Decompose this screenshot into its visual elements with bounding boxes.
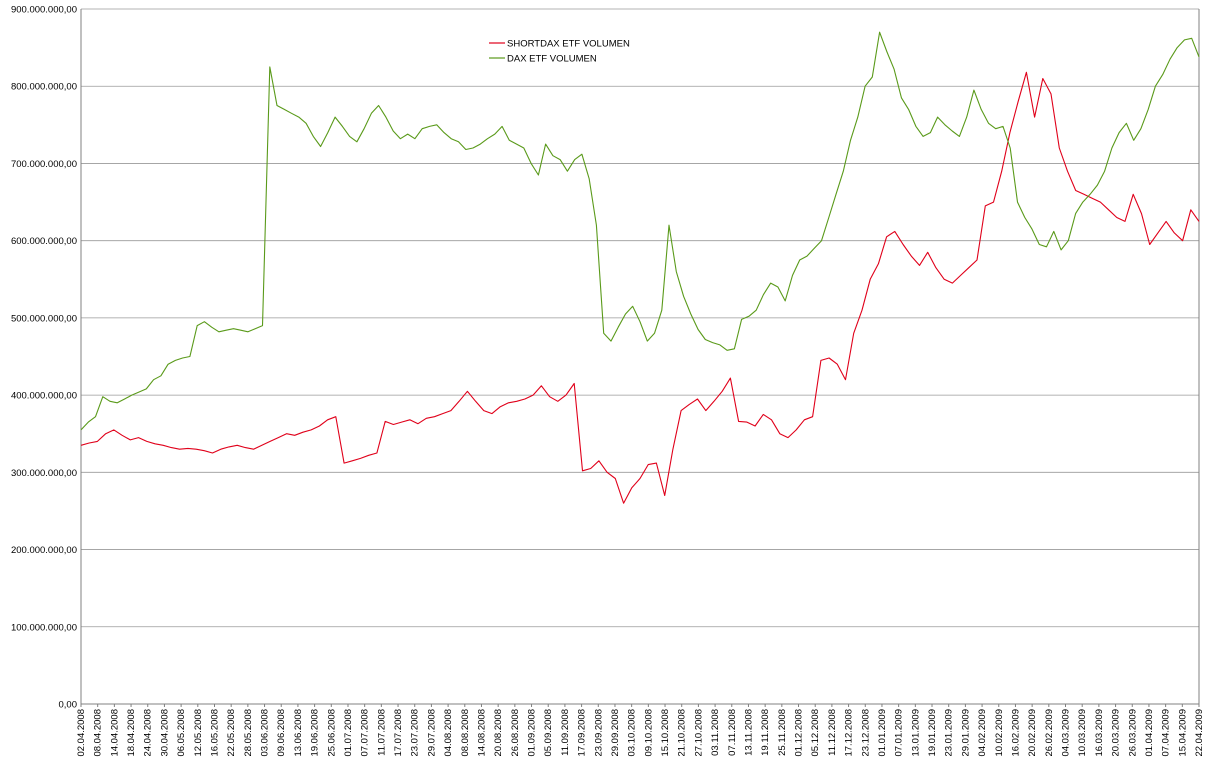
legend-label-shortdax: SHORTDAX ETF VOLUMEN: [507, 39, 630, 50]
x-tick-label-29: 11.09.2008: [560, 709, 571, 756]
x-tick-label-14: 19.06.2008: [310, 709, 321, 757]
x-axis-tick-labels: 02.04.2008 08.04.2008 14.04.2008 18.04.2008…: [76, 704, 1205, 757]
x-tick-label-13: 13.06.2008: [293, 709, 304, 757]
series-line-shortdax: [80, 71, 1200, 504]
x-tick-label-2: 14.04.2008: [109, 709, 120, 757]
y-axis-tick-labels: 0,00 100.000.000,00 200.000.000,00 300.000.…: [11, 5, 77, 711]
x-tick-label-61: 16.03.2009: [1094, 709, 1105, 757]
x-tick-label-55: 10.02.2009: [994, 709, 1005, 757]
x-tick-label-1: 08.04.2008: [93, 709, 104, 757]
x-tick-label-0: 02.04.2008: [76, 709, 87, 757]
series-line-dax: [80, 31, 1200, 431]
x-tick-label-8: 16.05.2008: [209, 709, 220, 757]
x-tick-label-21: 29.07.2008: [426, 709, 437, 757]
x-tick-label-18: 11.07.2008: [376, 709, 387, 756]
y-tick-label-5: 500.000.000,00: [11, 313, 77, 324]
x-tick-label-15: 25.06.2008: [326, 709, 337, 757]
x-tick-label-54: 04.02.2009: [977, 709, 988, 757]
x-tick-label-30: 17.09.2008: [577, 709, 588, 757]
x-tick-label-65: 07.04.2009: [1161, 709, 1172, 757]
x-tick-label-53: 29.01.2009: [960, 709, 971, 757]
x-tick-label-16: 01.07.2008: [343, 709, 354, 757]
x-tick-label-51: 19.01.2009: [927, 709, 938, 757]
y-tick-label-8: 800.000.000,00: [11, 82, 77, 93]
x-tick-label-43: 01.12.2008: [794, 709, 805, 757]
x-tick-label-32: 29.09.2008: [610, 709, 621, 757]
x-tick-label-38: 03.11.2008: [710, 709, 721, 756]
x-tick-label-26: 26.08.2008: [510, 709, 521, 757]
x-tick-label-41: 19.11.2008: [760, 709, 771, 756]
x-tick-label-28: 05.09.2008: [543, 709, 554, 757]
x-tick-label-67: 22.04.2009: [1194, 709, 1205, 757]
legend-label-dax: DAX ETF VOLUMEN: [507, 54, 597, 65]
x-tick-label-52: 23.01.2009: [944, 709, 955, 757]
y-tick-label-4: 400.000.000,00: [11, 391, 77, 402]
x-tick-label-35: 15.10.2008: [660, 709, 671, 757]
x-tick-label-24: 14.08.2008: [476, 709, 487, 757]
x-tick-label-11: 03.06.2008: [260, 709, 271, 757]
x-tick-label-42: 25.11.2008: [777, 709, 788, 756]
x-tick-label-25: 20.08.2008: [493, 709, 504, 757]
x-tick-label-66: 15.04.2009: [1177, 709, 1188, 757]
x-tick-label-50: 13.01.2009: [910, 709, 921, 757]
x-tick-label-47: 23.12.2008: [860, 709, 871, 757]
x-tick-label-27: 01.09.2008: [527, 709, 538, 757]
y-tick-label-9: 900.000.000,00: [11, 5, 77, 16]
x-tick-label-17: 07.07.2008: [360, 709, 371, 757]
x-tick-label-44: 05.12.2008: [810, 709, 821, 757]
x-tick-label-63: 26.03.2009: [1127, 709, 1138, 757]
legend: SHORTDAX ETF VOLUMEN DAX ETF VOLUMEN: [489, 39, 630, 65]
x-tick-label-3: 18.04.2008: [126, 709, 137, 757]
x-tick-label-49: 07.01.2009: [894, 709, 905, 757]
x-tick-label-4: 24.04.2008: [143, 709, 154, 757]
y-tick-label-0: 0,00: [59, 700, 78, 711]
series-lines: [80, 31, 1200, 504]
x-tick-label-31: 23.09.2008: [593, 709, 604, 757]
x-tick-label-36: 21.10.2008: [677, 709, 688, 757]
x-tick-label-39: 07.11.2008: [727, 709, 738, 756]
x-tick-label-22: 04.08.2008: [443, 709, 454, 757]
x-tick-label-64: 01.04.2009: [1144, 709, 1155, 757]
y-tick-label-7: 700.000.000,00: [11, 159, 77, 170]
x-tick-label-5: 30.04.2008: [159, 709, 170, 757]
gridlines: [81, 8, 1199, 705]
x-tick-label-57: 20.02.2009: [1027, 709, 1038, 757]
x-tick-label-62: 20.03.2009: [1111, 709, 1122, 757]
x-tick-label-56: 16.02.2009: [1010, 709, 1021, 757]
x-tick-label-7: 12.05.2008: [193, 709, 204, 757]
x-tick-label-12: 09.06.2008: [276, 709, 287, 757]
x-tick-label-10: 28.05.2008: [243, 709, 254, 757]
y-tick-label-2: 200.000.000,00: [11, 545, 77, 556]
x-tick-label-58: 26.02.2009: [1044, 709, 1055, 757]
axes: [80, 9, 1200, 705]
x-tick-label-48: 01.01.2009: [877, 709, 888, 757]
x-tick-label-59: 04.03.2009: [1061, 709, 1072, 757]
x-tick-label-34: 09.10.2008: [643, 709, 654, 757]
x-tick-label-6: 06.05.2008: [176, 709, 187, 757]
y-tick-label-6: 600.000.000,00: [11, 236, 77, 247]
x-tick-label-45: 11.12.2008: [827, 709, 838, 756]
x-tick-label-23: 08.08.2008: [460, 709, 471, 757]
x-tick-label-9: 22.05.2008: [226, 709, 237, 757]
x-tick-label-37: 27.10.2008: [693, 709, 704, 757]
x-tick-label-19: 17.07.2008: [393, 709, 404, 757]
y-tick-label-1: 100.000.000,00: [11, 622, 77, 633]
x-tick-label-46: 17.12.2008: [844, 709, 855, 757]
y-tick-label-3: 300.000.000,00: [11, 468, 77, 479]
x-tick-label-60: 10.03.2009: [1077, 709, 1088, 757]
x-tick-label-20: 23.07.2008: [410, 709, 421, 757]
x-tick-label-40: 13.11.2008: [743, 709, 754, 756]
x-tick-label-33: 03.10.2008: [627, 709, 638, 757]
